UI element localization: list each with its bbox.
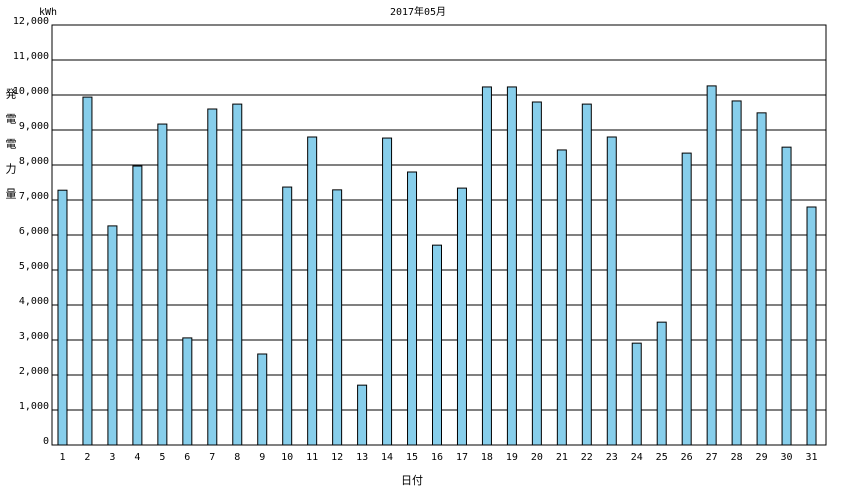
bar xyxy=(731,100,742,446)
bar xyxy=(481,86,492,446)
x-tick-label: 29 xyxy=(756,452,768,463)
bar xyxy=(781,146,792,446)
x-tick-label: 23 xyxy=(606,452,618,463)
x-tick-label: 18 xyxy=(481,452,493,463)
x-tick-label: 17 xyxy=(456,452,468,463)
x-tick-label: 9 xyxy=(259,452,265,463)
x-tick-label: 27 xyxy=(706,452,718,463)
y-axis-label: 発電電力量 xyxy=(4,88,17,213)
x-tick-label: 5 xyxy=(159,452,165,463)
y-tick-label: 5,000 xyxy=(19,261,49,272)
x-tick-label: 26 xyxy=(681,452,693,463)
bar xyxy=(182,337,193,446)
x-tick-label: 13 xyxy=(356,452,368,463)
x-tick-label: 30 xyxy=(781,452,793,463)
x-tick-label: 7 xyxy=(209,452,215,463)
chart-title: 2017年05月 xyxy=(390,5,446,18)
y-tick-label: 3,000 xyxy=(19,331,49,342)
x-tick-label: 31 xyxy=(805,452,817,463)
bar xyxy=(606,136,617,446)
bar xyxy=(656,321,667,446)
x-tick-label: 4 xyxy=(134,452,140,463)
y-tick-label: 8,000 xyxy=(19,156,49,167)
x-tick-label: 24 xyxy=(631,452,643,463)
bar xyxy=(382,137,393,446)
y-tick-label: 1,000 xyxy=(19,401,49,412)
x-tick-label: 3 xyxy=(109,452,115,463)
bar xyxy=(282,186,293,446)
x-axis-label: 日付 xyxy=(401,474,423,487)
y-tick-label: 11,000 xyxy=(13,51,49,62)
x-tick-label: 8 xyxy=(234,452,240,463)
x-tick-label: 16 xyxy=(431,452,443,463)
x-tick-label: 10 xyxy=(281,452,293,463)
unit-label: kWh xyxy=(39,7,57,18)
x-tick-label: 11 xyxy=(306,452,318,463)
y-tick-label: 7,000 xyxy=(19,191,49,202)
y-tick-label: 10,000 xyxy=(13,86,49,97)
x-tick-label: 20 xyxy=(531,452,543,463)
x-tick-label: 6 xyxy=(184,452,190,463)
bar xyxy=(207,108,218,446)
bar xyxy=(257,353,268,446)
bar xyxy=(706,85,717,446)
bar xyxy=(756,112,767,446)
bar xyxy=(806,206,817,446)
bar xyxy=(232,103,243,446)
bar xyxy=(107,225,118,446)
bar xyxy=(407,171,418,446)
bar xyxy=(456,187,467,446)
x-tick-label: 28 xyxy=(731,452,743,463)
x-tick-label: 19 xyxy=(506,452,518,463)
bar xyxy=(157,123,168,446)
bar xyxy=(531,101,542,446)
bar xyxy=(581,103,592,446)
bar xyxy=(681,152,692,446)
bar xyxy=(357,384,368,446)
bar xyxy=(332,189,343,446)
y-tick-label: 6,000 xyxy=(19,226,49,237)
x-tick-label: 15 xyxy=(406,452,418,463)
bar xyxy=(432,244,442,446)
bar xyxy=(506,86,517,446)
y-tick-label: 2,000 xyxy=(19,366,49,377)
y-tick-label: 9,000 xyxy=(19,121,49,132)
bar xyxy=(631,342,642,446)
y-tick-label: 12,000 xyxy=(13,16,49,27)
bar xyxy=(132,165,143,446)
y-tick-label: 4,000 xyxy=(19,296,49,307)
bar xyxy=(556,149,567,446)
x-tick-label: 14 xyxy=(381,452,393,463)
bar xyxy=(57,189,68,446)
x-tick-label: 22 xyxy=(581,452,593,463)
y-tick-label: 0 xyxy=(43,436,49,447)
x-tick-label: 2 xyxy=(84,452,90,463)
x-tick-label: 1 xyxy=(59,452,65,463)
x-tick-label: 12 xyxy=(331,452,343,463)
x-tick-label: 21 xyxy=(556,452,568,463)
x-tick-label: 25 xyxy=(656,452,668,463)
bar xyxy=(307,136,318,446)
bar xyxy=(82,96,93,446)
